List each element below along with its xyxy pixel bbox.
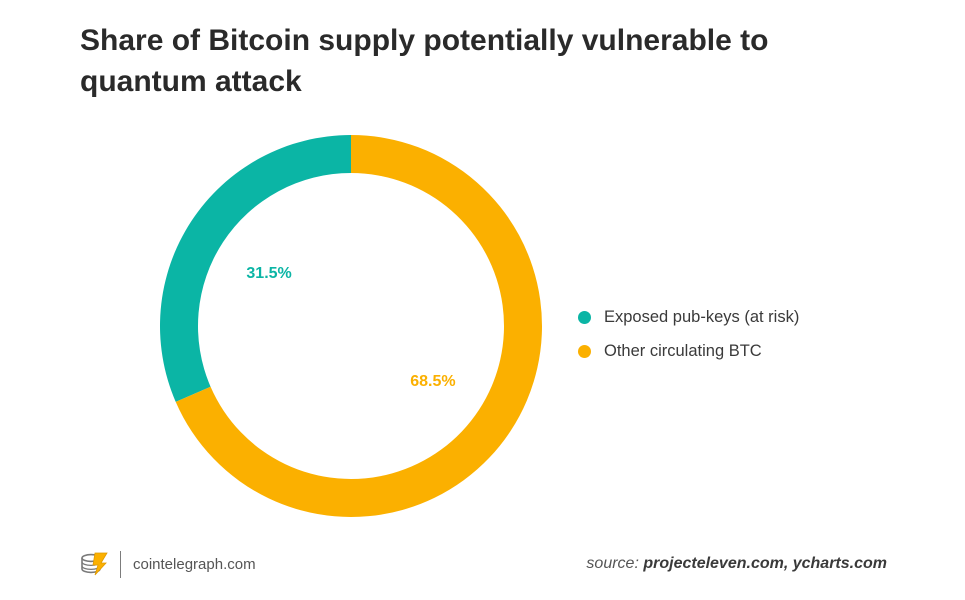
slice-exposed [159, 134, 351, 402]
legend-item-exposed: Exposed pub-keys (at risk) [578, 300, 799, 334]
footer-site-link[interactable]: cointelegraph.com [133, 556, 256, 573]
footer-divider [120, 551, 121, 578]
source-names: projecteleven.com, ycharts.com [643, 555, 887, 572]
chart-title: Share of Bitcoin supply potentially vuln… [80, 24, 769, 98]
legend-label-other: Other circulating BTC [604, 341, 762, 360]
slice-label-other: 68.5% [410, 373, 455, 390]
cointelegraph-logo-icon [80, 552, 110, 581]
legend-swatch-exposed [578, 310, 591, 324]
legend: Exposed pub-keys (at risk) Other circula… [578, 300, 799, 368]
slice-label-exposed: 31.5% [246, 265, 291, 282]
footer-source: source: projecteleven.com, ycharts.com [586, 555, 887, 573]
legend-item-other: Other circulating BTC [578, 334, 799, 368]
source-prefix: source: [586, 555, 639, 572]
legend-swatch-other [578, 344, 591, 358]
legend-label-exposed: Exposed pub-keys (at risk) [604, 307, 800, 326]
